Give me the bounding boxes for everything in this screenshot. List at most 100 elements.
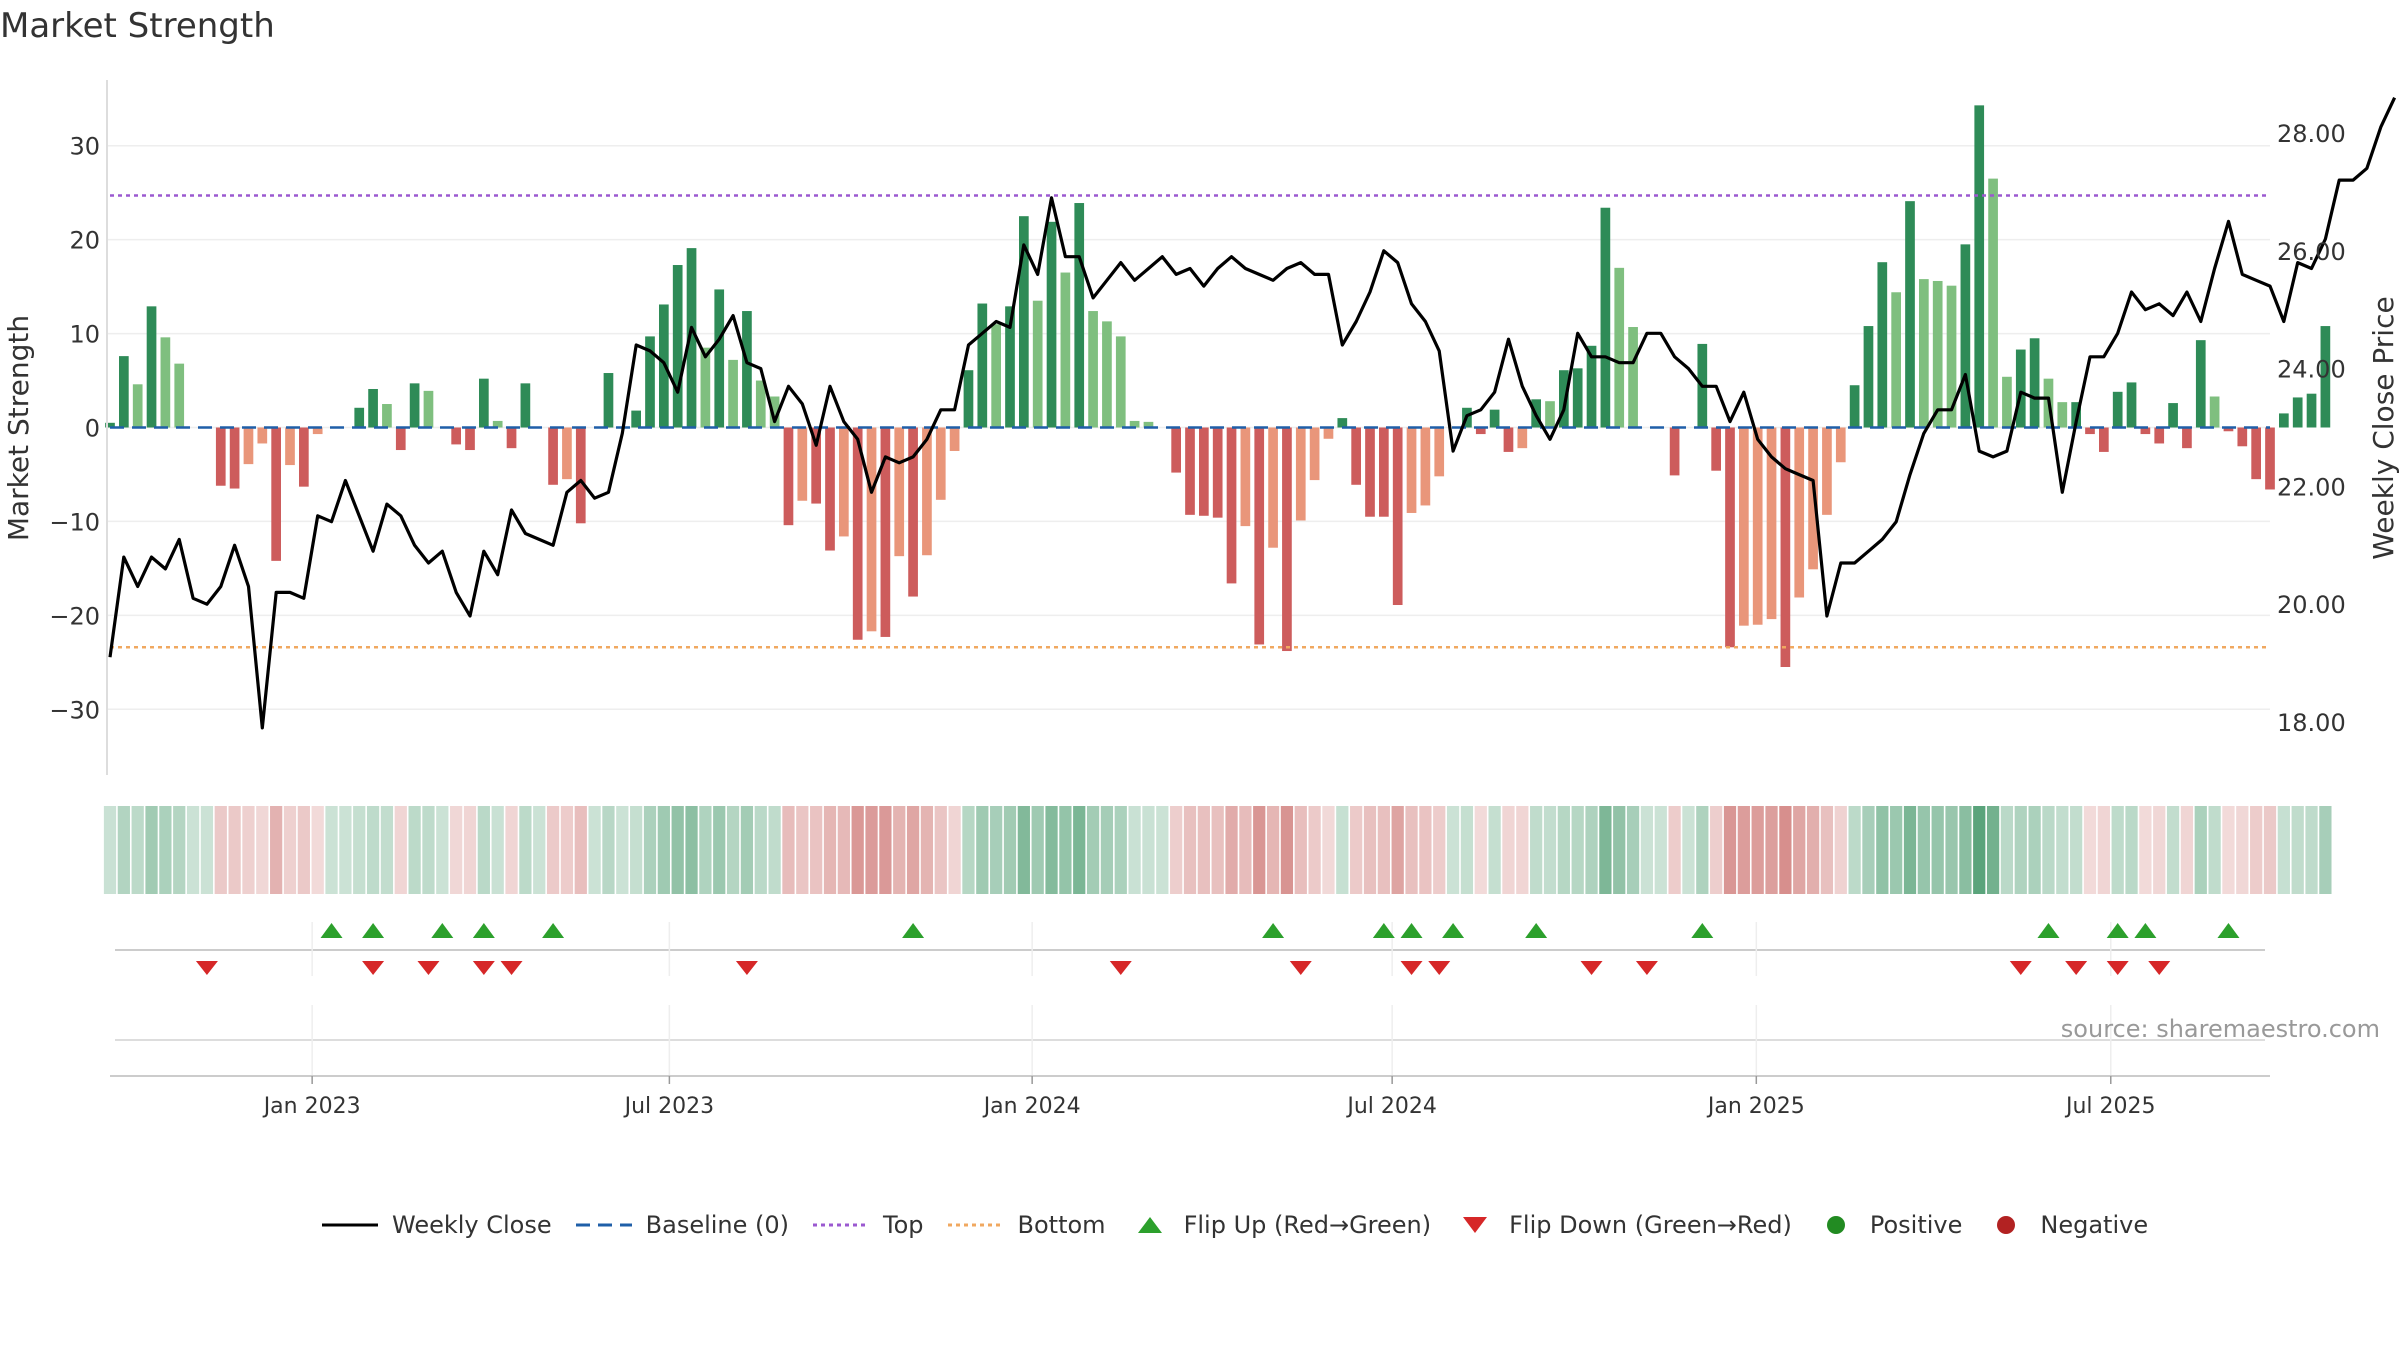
heat-cell [1779,806,1792,894]
bar-negative [949,427,960,451]
bar-positive [2292,397,2303,428]
heat-cell [436,806,449,894]
bar-negative [1780,427,1791,667]
source-label: source: sharemaestro.com [2060,1015,2380,1043]
heat-cell [1751,806,1764,894]
bar-positive [132,384,143,428]
y-right-tick-label: 22.00 [2277,473,2346,501]
bar-negative [1365,427,1375,517]
bar-negative [229,427,240,489]
bar-negative [1406,427,1417,513]
bar-positive [700,347,711,428]
heat-cell [117,806,130,894]
heat-cell [2250,806,2263,894]
heat-cell [1765,806,1778,894]
flip-down-marker [195,961,218,975]
x-tick-label: Jul 2024 [1345,1094,1437,1119]
bar-negative [243,427,254,465]
flip-up-marker [2037,923,2060,938]
bar-positive [1032,300,1043,428]
bar-negative [285,427,295,466]
bar-positive [631,410,641,428]
heat-cell [186,806,200,894]
heat-cell [1696,806,1709,894]
bar-negative [2251,427,2261,480]
heat-cell [1377,806,1390,894]
flip-down-marker [1400,961,1423,975]
heat-cell [1986,806,2000,894]
heat-cell [1017,806,1030,894]
heat-cell [713,806,726,894]
bar-negative [1517,427,1528,449]
heat-cell [920,806,934,894]
bar-negative [215,427,226,486]
bar-negative [562,427,572,480]
x-tick-label: Jan 2025 [1706,1094,1805,1119]
bar-positive [105,422,115,428]
flip-down-marker [2148,961,2171,975]
heat-cell [1834,806,1847,894]
legend-item-baseline: Baseline (0) [574,1211,789,1239]
bar-negative [866,427,877,632]
bar-negative [2265,427,2275,490]
heat-cell [574,806,587,894]
y-left-tick-label: 30 [69,133,100,161]
bar-positive [1046,221,1057,428]
heat-cell [1086,806,1100,894]
heat-cell [2277,806,2290,894]
heat-cell [657,806,670,894]
heat-cell [1599,806,1612,894]
flip-up-marker [1262,923,1285,938]
bar-negative [1835,427,1846,463]
legend-swatch-close [322,1223,378,1227]
heat-cell [837,806,850,894]
heat-cell [450,806,463,894]
y-left-tick-label: −10 [49,508,100,536]
heat-cell [560,806,574,894]
heat-cell [1959,806,1972,894]
heat-cell [2083,806,2097,894]
heat-cell [1280,806,1294,894]
bar-negative [271,427,281,561]
bar-negative [1351,427,1361,485]
bar-negative [506,427,517,449]
heat-cell [643,806,657,894]
heat-cell [851,806,864,894]
heat-cell [1350,806,1363,894]
x-tick-label: Jan 2024 [982,1094,1081,1119]
bar-positive [2168,403,2178,428]
legend-label-flip-up: Flip Up (Red→Green) [1183,1211,1432,1239]
strength-bars [105,105,2331,667]
bar-negative [797,427,808,501]
y-left-tick-label: 0 [85,415,100,443]
bar-negative [1669,427,1680,476]
heat-cell [2111,806,2124,894]
heat-cell [131,806,144,894]
heat-cell [2139,806,2152,894]
bar-negative [1268,427,1278,548]
heat-cell [242,806,255,894]
bar-positive [1600,207,1611,428]
bar-negative [935,427,946,500]
flip-down-marker [472,961,495,975]
heat-cell [380,806,394,894]
bar-positive [174,363,185,428]
heat-cell [2153,806,2166,894]
heat-cell [1848,806,1861,894]
flip-up-marker [1691,923,1714,938]
heat-cell [2000,806,2014,894]
heat-cell [2180,806,2194,894]
bar-negative [852,427,863,640]
legend-item-flip-up: Flip Up (Red→Green) [1128,1211,1432,1239]
heat-cell [505,806,518,894]
heat-cell [325,806,338,894]
heat-cell [990,806,1003,894]
bar-negative [1434,427,1445,477]
bar-positive [1559,370,1569,428]
heat-cell [699,806,712,894]
y-right-tick-label: 26.00 [2277,238,2346,266]
bar-positive [1960,244,1971,428]
bar-positive [160,337,171,428]
heat-cell [1640,806,1654,894]
